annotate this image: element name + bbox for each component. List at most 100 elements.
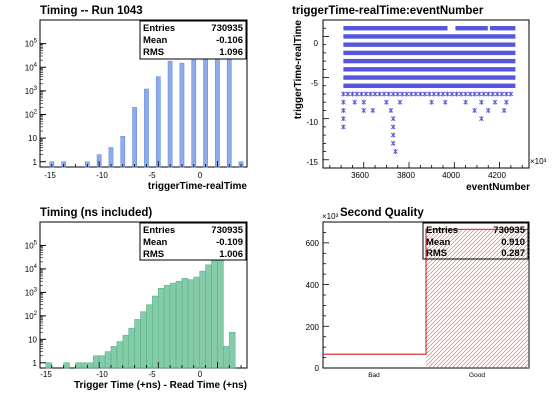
scatter-point bbox=[341, 99, 346, 105]
quality-outline bbox=[323, 228, 529, 355]
scatter-point bbox=[463, 99, 468, 105]
scatter-point bbox=[418, 91, 423, 97]
scatter-point bbox=[442, 99, 448, 105]
scatter-point bbox=[467, 91, 473, 97]
panel3-bar bbox=[45, 362, 53, 369]
panel3-bar bbox=[187, 279, 195, 369]
scatter-point bbox=[390, 124, 396, 130]
panel-timing-run: Timing -- Run 1043 -15 -10 -5 0 1 10 102 10… bbox=[25, 5, 248, 192]
scatter-point bbox=[390, 132, 396, 138]
panel3-bar bbox=[92, 355, 100, 369]
panel3-ytick-label: 1 bbox=[33, 359, 38, 368]
panel2-ylabel: triggerTime-realTime bbox=[293, 20, 304, 120]
panel1-bar bbox=[155, 76, 161, 168]
scatter-point bbox=[476, 91, 482, 97]
scatter-point bbox=[479, 116, 484, 122]
stats-label: RMS bbox=[143, 249, 164, 260]
panel3-bar bbox=[128, 327, 135, 369]
stats-value: 730935 bbox=[211, 225, 243, 236]
stats-value: 730935 bbox=[493, 225, 525, 236]
scatter-point bbox=[404, 91, 410, 97]
scatter-point bbox=[440, 91, 446, 97]
panel3-xtick-label: 0 bbox=[198, 370, 203, 379]
scatter-point bbox=[427, 91, 432, 97]
quality-bar bbox=[323, 354, 426, 368]
panel3-ytick-label: 102 bbox=[25, 311, 38, 321]
panel-scatter: triggerTime-realTime:eventNumber 0 -5 -1… bbox=[292, 5, 547, 193]
panel3-bar bbox=[122, 334, 130, 369]
stats-value: 730935 bbox=[211, 23, 243, 34]
panel1-xlabel: triggerTime-realTime bbox=[148, 181, 248, 192]
panel4-ytick-label: 0 bbox=[315, 364, 320, 373]
panel3-xtick-label: -10 bbox=[96, 370, 108, 379]
scatter-point bbox=[361, 107, 367, 113]
scatter-point bbox=[479, 99, 484, 105]
scatter-point bbox=[377, 91, 382, 97]
scatter-point bbox=[504, 99, 509, 105]
scatter-point bbox=[341, 107, 346, 113]
scatter-point bbox=[485, 107, 491, 113]
panel1-tick-marks bbox=[39, 43, 242, 167]
panel4-title: Second Quality bbox=[340, 207, 424, 219]
panel1-ytick-label: 105 bbox=[25, 39, 38, 49]
scatter-point bbox=[390, 91, 396, 97]
panel1-ytick-label: 102 bbox=[25, 110, 38, 120]
scatter-point bbox=[422, 91, 428, 97]
scatter-point bbox=[490, 91, 496, 97]
scatter-point bbox=[363, 91, 369, 97]
scatter-point bbox=[359, 91, 364, 97]
panel2-points bbox=[341, 26, 516, 155]
scatter-point bbox=[341, 116, 346, 122]
panel1-bar bbox=[167, 60, 173, 168]
scatter-point bbox=[472, 91, 477, 97]
panel3-bar bbox=[110, 346, 118, 369]
panel4-tick-marks bbox=[323, 232, 329, 369]
stats-value: 1.096 bbox=[219, 47, 243, 58]
scatter-point bbox=[384, 99, 389, 105]
scatter-point bbox=[388, 107, 394, 113]
panel3-ytick-labels: 1 10 102 103 104 105 bbox=[25, 240, 38, 367]
panel3-bar bbox=[223, 346, 230, 369]
scatter-point bbox=[361, 99, 367, 105]
panel3-bar bbox=[152, 295, 159, 369]
panel2-xlabel: eventNumber bbox=[466, 182, 530, 193]
stats-label: Entries bbox=[426, 225, 458, 236]
panel1-frame bbox=[39, 19, 248, 168]
scatter-point bbox=[370, 107, 376, 113]
scatter-point bbox=[458, 91, 464, 97]
panel3-bar bbox=[98, 355, 106, 369]
panel1-ytick-label: 104 bbox=[25, 62, 38, 72]
panel3-bar bbox=[75, 362, 82, 369]
panel3-ytick-label: 104 bbox=[25, 264, 38, 274]
scatter-row-band bbox=[490, 26, 516, 31]
scatter-point bbox=[395, 91, 401, 97]
scatter-row-band bbox=[343, 26, 448, 31]
scatter-point bbox=[472, 107, 477, 113]
panel3-bar bbox=[63, 362, 70, 369]
panel4-stats-box: Entries 730935 Mean 0.910 RMS 0.287 bbox=[422, 222, 529, 260]
scatter-point bbox=[431, 91, 437, 97]
scatter-point bbox=[501, 107, 507, 113]
panel3-tick-marks bbox=[39, 244, 242, 368]
panel3-stats-frame bbox=[139, 222, 247, 261]
panel3-bar bbox=[211, 250, 218, 369]
panel4-ytick-label: 200 bbox=[306, 323, 320, 332]
scatter-point bbox=[463, 91, 468, 97]
scatter-point bbox=[350, 91, 355, 97]
stats-label: Entries bbox=[143, 225, 175, 236]
panel1-title: Timing -- Run 1043 bbox=[40, 5, 143, 17]
panel1-xtick-label: -5 bbox=[148, 171, 156, 180]
panel2-tick-marks bbox=[323, 27, 523, 168]
scatter-point bbox=[485, 91, 491, 97]
panel2-xtick-label: 3800 bbox=[397, 171, 415, 180]
scatter-row-band bbox=[343, 42, 516, 47]
scatter-point bbox=[429, 99, 434, 105]
panel1-stats-box: Entries 730935 Mean -0.106 RMS 1.096 bbox=[139, 20, 247, 60]
stats-label: Entries bbox=[143, 23, 175, 34]
panel4-y-multiplier: ×10³ bbox=[322, 212, 339, 221]
panel2-ytick-label: -15 bbox=[306, 158, 318, 167]
panel4-category-label: Bad bbox=[368, 372, 380, 379]
panel1-bar bbox=[132, 107, 137, 168]
scatter-row-band bbox=[343, 75, 516, 80]
panel2-x-multiplier: ×10³ bbox=[530, 157, 547, 166]
